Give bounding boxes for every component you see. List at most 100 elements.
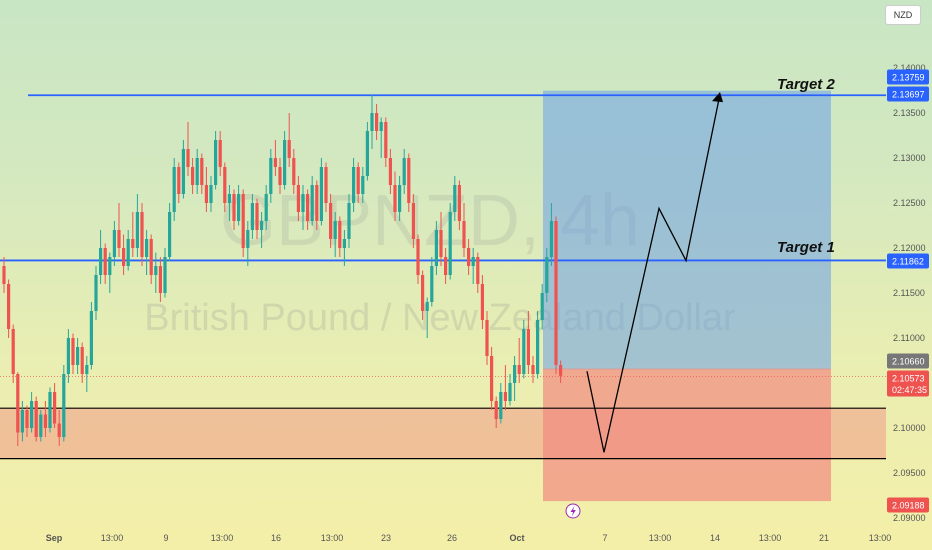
time-tick: 14: [710, 533, 720, 543]
projection-path[interactable]: [586, 93, 721, 453]
candle-body: [186, 149, 190, 167]
candle-body: [214, 140, 218, 185]
candle-body: [269, 158, 273, 194]
candle-body: [439, 230, 443, 257]
candle-body: [168, 212, 172, 257]
time-tick: 23: [381, 533, 391, 543]
candle-body: [158, 266, 162, 293]
candle-body: [444, 257, 448, 275]
candle-body: [347, 203, 351, 239]
time-tick: 26: [447, 533, 457, 543]
candle-body: [494, 401, 498, 419]
price-tick: 2.10000: [893, 423, 926, 433]
candle-body: [333, 221, 337, 239]
candle-body: [526, 329, 530, 365]
candle-body: [508, 383, 512, 401]
candle-body: [172, 167, 176, 212]
lightning-icon[interactable]: [565, 503, 581, 519]
price-tick: 2.12000: [893, 243, 926, 253]
candle-body: [7, 284, 11, 329]
candle-body: [517, 365, 521, 374]
candle-body: [324, 167, 328, 203]
candle-body: [264, 194, 268, 221]
candle-body: [402, 158, 406, 185]
candle-body: [379, 122, 383, 131]
candle-body: [76, 347, 80, 365]
candle-body: [554, 221, 558, 365]
price-badge-bg: [887, 353, 929, 369]
time-axis[interactable]: Sep 13:00 9 13:00 16 13:00 23 26 Oct 7 13:00 14 13:0…: [46, 533, 892, 543]
candle-body: [278, 167, 282, 185]
candle-body: [393, 185, 397, 212]
candle-body: [241, 194, 245, 248]
price-tick: 2.11000: [893, 333, 925, 343]
candle-body: [62, 374, 66, 437]
candle-body: [352, 167, 356, 203]
candle-body: [416, 239, 420, 275]
price-badge-bg: [887, 253, 929, 269]
candle-body: [462, 221, 466, 248]
candle-body: [154, 266, 158, 275]
time-tick: 13:00: [869, 533, 892, 543]
price-badge-label: 2.09188: [892, 501, 925, 511]
candle-body: [430, 266, 434, 302]
time-tick: 7: [602, 533, 607, 543]
price-badge-label: 2.13697: [892, 90, 925, 100]
time-tick: 21: [819, 533, 829, 543]
candle-body: [43, 414, 47, 428]
candle-body: [283, 140, 287, 185]
candle-body: [310, 185, 314, 221]
candle-body: [135, 212, 139, 248]
price-tick: 2.13000: [893, 153, 926, 163]
candle-body: [16, 374, 20, 433]
time-tick: 13:00: [649, 533, 672, 543]
price-tick: 2.13500: [893, 108, 926, 118]
candle-body: [195, 158, 199, 185]
price-badge-bg: [887, 370, 929, 397]
candle-body: [227, 194, 231, 203]
support-zone[interactable]: [0, 408, 886, 459]
candle-body: [540, 293, 544, 320]
currency-button[interactable]: NZD: [885, 5, 921, 25]
time-tick: 13:00: [101, 533, 124, 543]
candle-body: [421, 275, 425, 311]
candle-body: [200, 158, 204, 185]
candle-body: [522, 329, 526, 374]
candle-body: [177, 167, 181, 194]
candle-body: [30, 401, 34, 428]
price-tick: 2.09500: [893, 468, 926, 478]
price-badge-countdown: 02:47:35: [892, 385, 927, 395]
candle-body: [375, 113, 379, 131]
candle-body: [545, 257, 549, 293]
candle-body: [361, 176, 365, 194]
candle-body: [20, 410, 24, 433]
candle-body: [48, 392, 52, 428]
candle-body: [209, 185, 213, 203]
candle-body: [365, 131, 369, 176]
candle-body: [398, 185, 402, 212]
candle-body: [34, 401, 38, 437]
candle-body: [163, 257, 167, 293]
candle-body: [89, 311, 93, 365]
candle-body: [356, 167, 360, 194]
candle-body: [490, 356, 494, 401]
candle-body: [319, 167, 323, 221]
candle-body: [485, 320, 489, 356]
candle-body: [453, 185, 457, 212]
price-axis[interactable]: 2.14000 2.13500 2.13000 2.12500 2.12000 2.115…: [893, 63, 926, 523]
price-tick: 2.11500: [893, 288, 925, 298]
candle-body: [480, 284, 484, 320]
candle-body: [260, 221, 264, 230]
candle-body: [338, 221, 342, 248]
candle-body: [131, 239, 135, 248]
price-badge-bg: [887, 86, 929, 102]
target-zone[interactable]: [543, 90, 831, 370]
target-1-label: Target 1: [777, 239, 835, 256]
candle-body: [117, 230, 121, 248]
candle-body: [549, 221, 553, 257]
candle-body: [237, 194, 241, 221]
candle-body: [434, 230, 438, 266]
price-badge-bg: [887, 497, 929, 513]
candle-body: [57, 423, 61, 437]
